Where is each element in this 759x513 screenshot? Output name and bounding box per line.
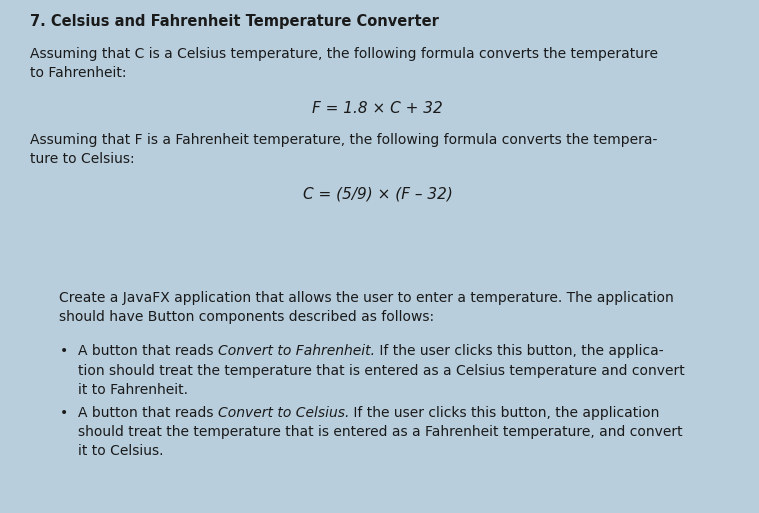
Text: Assuming that F is a Fahrenheit temperature, the following formula converts the : Assuming that F is a Fahrenheit temperat… xyxy=(30,133,657,147)
Text: Assuming that C is a Celsius temperature, the following formula converts the tem: Assuming that C is a Celsius temperature… xyxy=(30,47,658,62)
Text: should treat the temperature that is entered as a Fahrenheit temperature, and co: should treat the temperature that is ent… xyxy=(78,425,682,439)
Text: it to Fahrenheit.: it to Fahrenheit. xyxy=(78,383,188,397)
Text: F = 1.8 × C + 32: F = 1.8 × C + 32 xyxy=(312,101,443,115)
Text: •: • xyxy=(59,406,68,420)
Text: C = (5/9) × (F – 32): C = (5/9) × (F – 32) xyxy=(303,186,452,201)
Text: If the user clicks this button, the applica-: If the user clicks this button, the appl… xyxy=(375,344,663,359)
Text: If the user clicks this button, the application: If the user clicks this button, the appl… xyxy=(349,406,660,420)
Text: A button that reads: A button that reads xyxy=(78,406,218,420)
Text: ture to Celsius:: ture to Celsius: xyxy=(30,152,134,166)
Text: Convert to Celsius.: Convert to Celsius. xyxy=(218,406,349,420)
Text: to Fahrenheit:: to Fahrenheit: xyxy=(30,66,126,81)
Text: tion should treat the temperature that is entered as a Celsius temperature and c: tion should treat the temperature that i… xyxy=(78,364,685,378)
Text: A button that reads: A button that reads xyxy=(78,344,218,359)
Text: 7. Celsius and Fahrenheit Temperature Converter: 7. Celsius and Fahrenheit Temperature Co… xyxy=(30,14,439,29)
Text: Convert to Fahrenheit.: Convert to Fahrenheit. xyxy=(218,344,375,359)
Text: Create a JavaFX application that allows the user to enter a temperature. The app: Create a JavaFX application that allows … xyxy=(59,291,674,305)
Text: should have Button components described as follows:: should have Button components described … xyxy=(59,310,434,324)
Text: •: • xyxy=(59,344,68,359)
Text: it to Celsius.: it to Celsius. xyxy=(78,444,163,458)
